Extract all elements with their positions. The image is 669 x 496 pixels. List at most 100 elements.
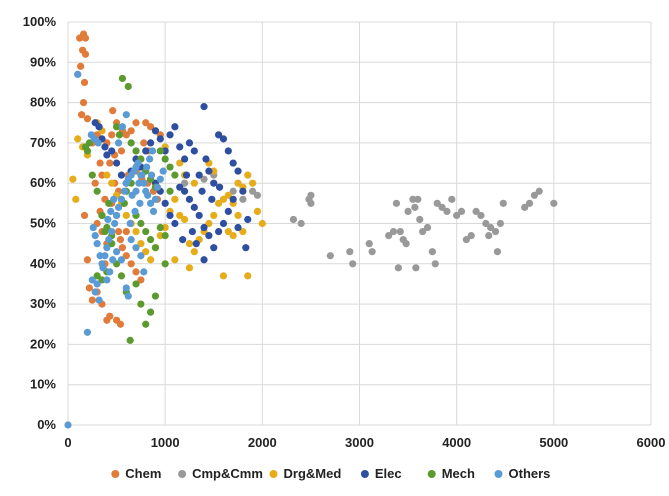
point-drg-med (122, 211, 130, 220)
point-drg-med (176, 159, 184, 167)
point-others (127, 236, 135, 244)
point-others (91, 231, 99, 240)
point-drg-med (210, 211, 218, 220)
point-cmp-cmm (389, 227, 398, 236)
point-others (149, 207, 158, 216)
point-cmp-cmm (443, 207, 451, 216)
point-cmp-cmm (448, 195, 456, 203)
point-elec (188, 227, 196, 236)
point-drg-med (224, 227, 232, 236)
point-mech (161, 231, 169, 240)
point-chem (137, 276, 145, 284)
y-tick-label: 10% (30, 377, 56, 392)
y-tick-label: 80% (30, 95, 56, 110)
x-tick-label: 2000 (248, 435, 277, 450)
point-cmp-cmm (472, 207, 480, 216)
point-drg-med (234, 211, 242, 220)
point-others (118, 123, 127, 131)
point-chem (106, 159, 114, 167)
point-others (93, 240, 101, 248)
point-others (126, 219, 134, 228)
point-elec (108, 147, 116, 155)
point-chem (117, 147, 126, 155)
point-others (96, 252, 104, 260)
point-cmp-cmm (385, 231, 393, 240)
point-drg-med (234, 179, 242, 187)
point-drg-med (171, 256, 179, 264)
point-mech (117, 272, 126, 280)
legend-marker-drg-med (269, 470, 278, 478)
point-elec (195, 211, 203, 220)
point-others (83, 328, 92, 336)
point-others (138, 171, 146, 179)
point-elec (244, 215, 252, 224)
point-mech (85, 139, 93, 147)
point-mech (115, 131, 124, 139)
point-drg-med (239, 227, 247, 236)
point-others (88, 276, 96, 284)
point-elec (101, 143, 109, 151)
point-others (137, 252, 145, 260)
point-others (109, 256, 117, 264)
point-chem (77, 62, 85, 70)
x-tick-label: 1000 (151, 435, 180, 450)
point-mech (88, 171, 96, 179)
point-elec (161, 199, 169, 207)
point-drg-med (205, 219, 213, 228)
point-chem (91, 179, 99, 187)
point-others (114, 139, 123, 147)
point-others (103, 244, 111, 252)
point-mech (151, 292, 160, 300)
point-drg-med (244, 272, 252, 280)
y-tick-label: 100% (23, 14, 57, 29)
legend-label-chem: Chem (125, 466, 161, 481)
point-mech (112, 123, 121, 131)
x-tick-label: 3000 (345, 435, 374, 450)
point-cmp-cmm (535, 187, 543, 195)
point-mech (166, 187, 174, 195)
point-chem (88, 296, 96, 304)
point-others (93, 280, 101, 288)
legend-marker-mech (427, 470, 436, 478)
point-others (106, 268, 114, 276)
point-elec (198, 187, 206, 195)
point-cmp-cmm (297, 219, 305, 228)
point-elec (200, 103, 208, 111)
point-drg-med (171, 195, 179, 203)
point-drg-med (103, 171, 111, 179)
point-others (89, 223, 97, 232)
legend-label-elec: Elec (375, 466, 402, 481)
point-elec (205, 167, 213, 175)
point-cmp-cmm (491, 227, 500, 236)
point-cmp-cmm (346, 248, 354, 256)
point-elec (192, 240, 200, 248)
point-chem (109, 107, 117, 115)
point-mech (137, 300, 145, 308)
point-others (124, 292, 132, 300)
point-drg-med (185, 264, 194, 272)
point-chem (122, 252, 130, 260)
point-mech (132, 147, 140, 155)
point-others (134, 159, 142, 167)
point-mech (124, 82, 132, 91)
point-drg-med (108, 179, 116, 187)
point-others (144, 191, 152, 199)
point-elec (208, 195, 216, 203)
point-elec (171, 123, 179, 131)
y-tick-label: 20% (30, 336, 56, 351)
point-elec (190, 203, 198, 211)
x-tick-label: 6000 (637, 435, 666, 450)
point-elec (224, 147, 232, 155)
point-cmp-cmm (462, 236, 470, 244)
point-others (135, 179, 143, 187)
point-cmp-cmm (428, 248, 436, 256)
point-cmp-cmm (392, 199, 401, 207)
legend-label-drg-med: Drg&Med (284, 466, 342, 481)
point-cmp-cmm (396, 227, 404, 236)
point-others (131, 207, 139, 216)
point-drg-med (219, 195, 228, 203)
point-elec (185, 139, 194, 147)
point-cmp-cmm (200, 175, 208, 183)
point-others (74, 70, 82, 78)
point-elec (103, 151, 111, 159)
